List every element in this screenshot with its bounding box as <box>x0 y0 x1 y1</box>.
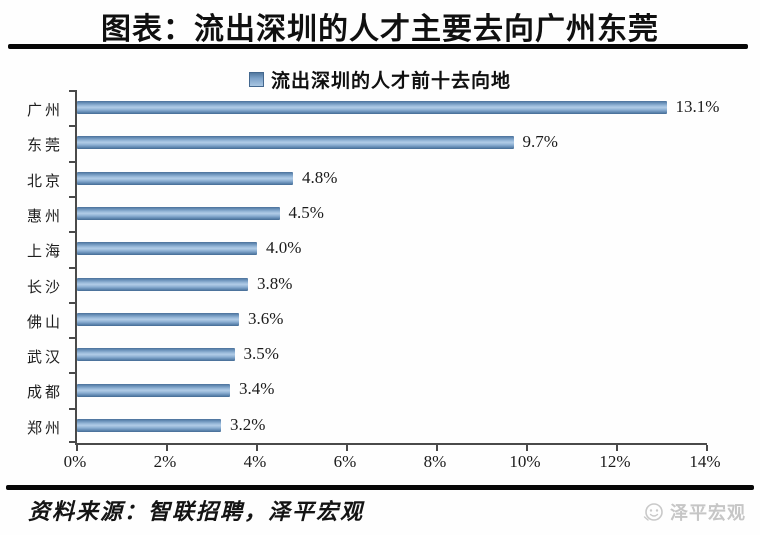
bar <box>77 136 514 150</box>
x-axis-tick <box>706 445 708 451</box>
divider-top <box>8 44 748 49</box>
y-axis-tick <box>69 125 75 128</box>
category-label: 成都 <box>26 384 63 402</box>
divider-bottom <box>6 485 754 490</box>
y-axis-tick <box>69 337 75 340</box>
bar-value-label: 3.8% <box>257 273 293 293</box>
y-axis-tick <box>69 90 75 92</box>
x-axis-tick <box>166 445 168 451</box>
bar <box>77 418 221 432</box>
bar-value-label: 3.2% <box>230 414 266 434</box>
x-axis-tick <box>616 445 618 451</box>
bar <box>77 101 667 115</box>
x-axis-tick <box>526 445 528 451</box>
bar <box>77 312 239 326</box>
page-title: 图表：流出深圳的人才主要去向广州东莞 <box>101 13 659 46</box>
category-label: 长沙 <box>26 278 63 296</box>
bar <box>77 277 248 291</box>
bar-value-label: 3.6% <box>248 308 284 328</box>
category-label: 北京 <box>26 172 63 190</box>
category-label: 郑州 <box>26 419 63 437</box>
category-label: 惠州 <box>26 207 63 225</box>
y-axis-tick <box>69 407 75 410</box>
bar-value-label: 13.1% <box>675 97 720 116</box>
x-axis-tick <box>346 445 348 451</box>
bar <box>77 242 257 256</box>
bar-value-label: 3.5% <box>243 344 279 364</box>
x-axis-tick-label: 14% <box>689 452 721 471</box>
y-axis-tick <box>69 372 75 375</box>
category-label: 广州 <box>26 102 63 119</box>
bar <box>77 171 293 185</box>
x-axis-tick-label: 10% <box>509 452 541 471</box>
legend-marker-icon <box>248 72 264 87</box>
source-text: 资料来源：智联招聘，泽平宏观 <box>28 499 365 524</box>
y-axis-tick <box>69 195 75 198</box>
legend-label: 流出深圳的人才前十去向地 <box>270 71 511 92</box>
category-label: 东莞 <box>26 137 63 155</box>
y-axis-tick <box>69 266 75 269</box>
x-axis-tick <box>436 445 438 451</box>
y-axis-tick <box>69 160 75 163</box>
smiley-logo-icon <box>643 503 663 521</box>
bar-value-label: 4.0% <box>266 238 302 258</box>
bar <box>77 383 230 397</box>
bar-value-label: 9.7% <box>522 132 558 152</box>
category-label: 上海 <box>26 243 63 261</box>
y-axis-tick <box>69 231 75 234</box>
bar-value-label: 4.5% <box>288 202 324 222</box>
x-axis-tick-label: 0% <box>63 452 87 471</box>
x-axis-tick <box>256 445 258 451</box>
x-axis-tick-label: 2% <box>153 452 177 471</box>
x-axis-tick-label: 8% <box>423 452 447 471</box>
bar-value-label: 4.8% <box>302 167 338 187</box>
bar-value-label: 3.4% <box>239 379 275 399</box>
logo-text: 泽平宏观 <box>670 503 746 523</box>
zeping-logo: 泽平宏观 <box>643 499 746 525</box>
chart-legend: 流出深圳的人才前十去向地 <box>0 66 760 93</box>
bar <box>77 207 280 221</box>
category-label: 佛山 <box>26 313 63 331</box>
x-axis-tick-label: 12% <box>599 452 631 471</box>
y-axis-tick <box>69 441 75 443</box>
plot-area: 13.1% 9.7% 4.8% 4.5% 4.0% 3.8% 3.6% 3.5% 3.4% 3.2… <box>69 90 719 451</box>
x-axis-tick <box>76 445 78 451</box>
bar <box>77 348 235 362</box>
x-axis-tick-label: 6% <box>333 452 357 471</box>
category-label: 武汉 <box>26 349 63 367</box>
y-axis-tick <box>69 301 75 304</box>
x-axis-tick-label: 4% <box>243 452 267 471</box>
